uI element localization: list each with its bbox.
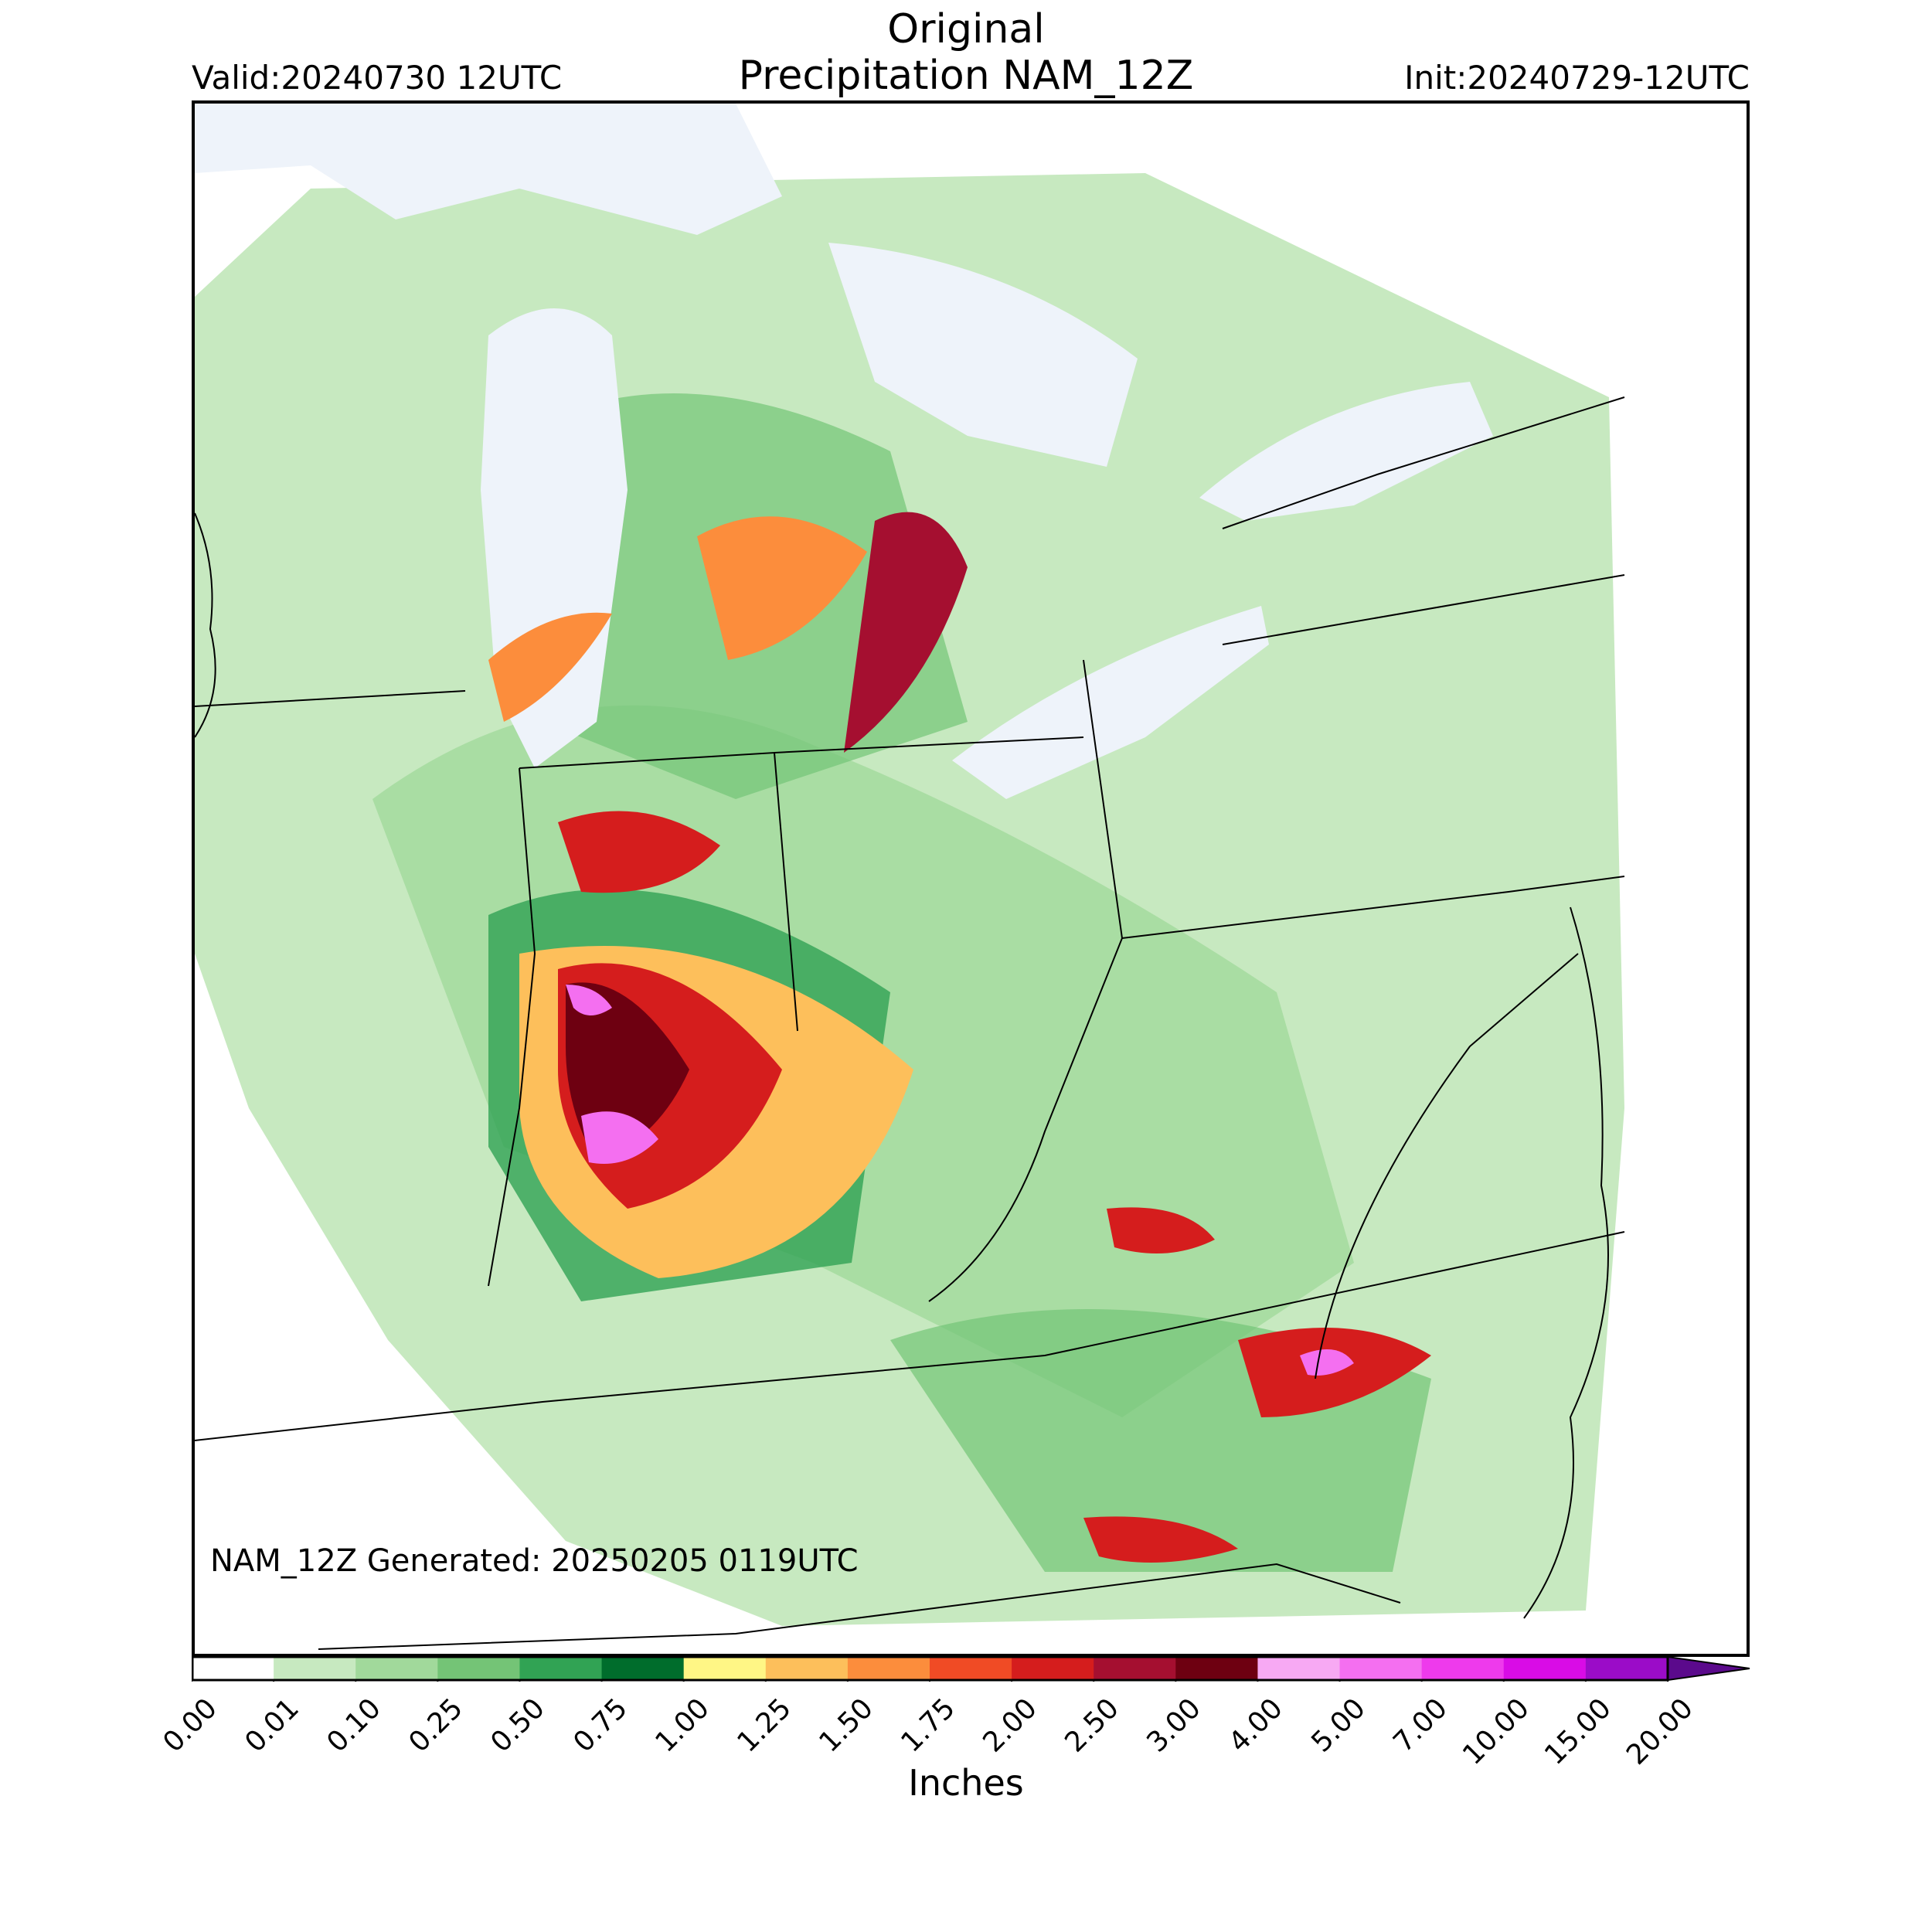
precip-core-virginia-magenta [1300,1349,1354,1376]
colorbar-tick-label: 0.10 [321,1692,388,1759]
colorbar-tick-label: 20.00 [1621,1692,1699,1771]
colorbar-segment [930,1657,1012,1680]
colorbar-tick-label: 1.00 [648,1692,716,1759]
colorbar-tick-label: 2.50 [1059,1692,1126,1759]
colorbar-segment [601,1657,685,1680]
lake-erie [952,606,1269,799]
colorbar-extend-arrow [1667,1655,1750,1682]
colorbar-label: Inches [908,1762,1024,1804]
colorbar [192,1655,1750,1682]
colorbar-segment [1257,1657,1341,1680]
colorbar-tick-label: 1.75 [895,1692,961,1759]
colorbar-tick-label: 0.01 [239,1692,306,1759]
generated-note: NAM_12Z Generated: 20250205 0119UTC [210,1543,859,1579]
colorbar-tick-label: 5.00 [1304,1692,1372,1759]
colorbar-segment [1175,1657,1258,1680]
colorbar-tick-label: 1.50 [813,1692,879,1759]
colorbar-segment [765,1657,849,1680]
map-canvas [195,104,1625,1650]
precip-core-magenta [581,1111,658,1164]
init-time: Init:20240729-12UTC [1404,59,1750,97]
colorbar-segment [355,1657,438,1680]
colorbar-tick-label: 7.00 [1386,1692,1454,1759]
colorbar-segment [847,1657,930,1680]
state-boundaries [195,396,1625,1650]
colorbar-tick-label: 0.25 [403,1692,470,1759]
colorbar-segment [519,1657,603,1680]
precip-core-michigan-1 [697,516,867,660]
colorbar-segment [274,1657,356,1680]
lake-huron [828,243,1138,467]
precip-core-michigan-3 [488,612,612,722]
colorbar-tick-label: 2.00 [977,1692,1044,1759]
valid-time: Valid:20240730 12UTC [192,59,563,97]
colorbar-segment [1012,1657,1094,1680]
colorbar-tick-label: 10.00 [1456,1692,1536,1771]
title-line-1: Original [887,6,1045,53]
lake-ontario [1199,382,1493,521]
lake-superior [195,104,782,235]
precip-core-magenta-2 [566,985,612,1015]
colorbar-tick-label: 1.25 [731,1692,798,1759]
coastlines [195,512,1609,1619]
colorbar-tick-label: 0.75 [566,1692,634,1759]
colorbar-segment [1503,1657,1587,1680]
precipitation-map: NAM_12Z Generated: 20250205 0119UTC [192,100,1750,1657]
colorbar-segment [1339,1657,1423,1680]
title-line-2: Precipitation NAM_12Z [738,53,1194,99]
colorbar-segment [437,1657,520,1680]
colorbar-tick-label: 4.00 [1223,1692,1290,1759]
colorbar-segment [192,1657,274,1680]
precip-core-michigan-2 [844,512,968,753]
colorbar-segment [1585,1657,1668,1680]
colorbar-segment [683,1657,767,1680]
colorbar-tick-label: 0.00 [157,1692,223,1759]
precip-core-tennessee [1083,1516,1238,1563]
colorbar-segment [1421,1657,1505,1680]
colorbar-tick-label: 15.00 [1538,1692,1617,1771]
colorbar-tick-label: 0.50 [485,1692,552,1759]
precip-core-indiana [558,811,720,893]
colorbar-tick-label: 3.00 [1141,1692,1208,1759]
colorbar-segment [1094,1657,1176,1680]
precip-core-kentucky [1107,1207,1215,1253]
